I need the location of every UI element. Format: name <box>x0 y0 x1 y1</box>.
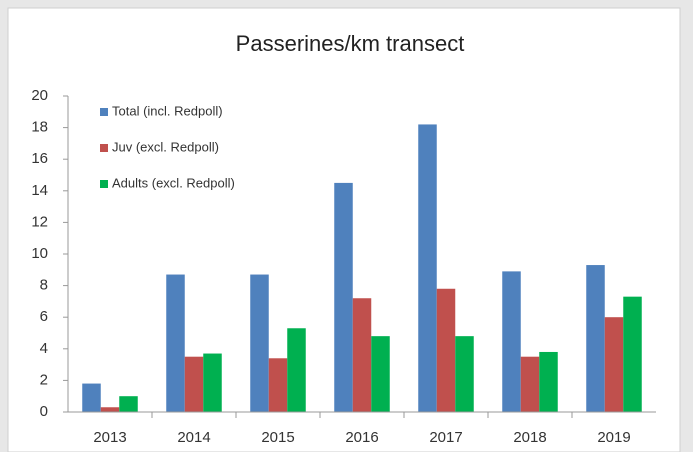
x-tick-label: 2018 <box>513 429 546 446</box>
x-tick-label: 2015 <box>261 429 294 446</box>
bar <box>82 383 101 412</box>
bar <box>184 356 204 412</box>
bar <box>502 271 521 412</box>
bar <box>203 353 222 412</box>
bar <box>352 298 372 412</box>
legend-text: Adults (excl. Redpoll) <box>112 175 235 190</box>
y-tick-label: 18 <box>31 119 48 136</box>
y-tick-label: 10 <box>31 245 48 262</box>
bar <box>268 358 288 412</box>
bar <box>418 124 437 412</box>
y-tick-label: 6 <box>40 308 48 325</box>
x-tick-label: 2017 <box>429 429 462 446</box>
x-tick-label: 2014 <box>177 429 210 446</box>
legend-text: Juv (excl. Redpoll) <box>112 139 219 154</box>
chart-title: Passerines/km transect <box>236 31 465 56</box>
bar <box>166 274 185 412</box>
bar <box>623 296 642 412</box>
x-tick-label: 2019 <box>597 429 630 446</box>
bar <box>334 182 353 412</box>
legend-swatch <box>100 144 108 152</box>
bar <box>119 396 138 412</box>
y-tick-label: 20 <box>31 87 48 104</box>
y-tick-label: 4 <box>40 340 48 357</box>
bar <box>436 288 456 412</box>
bar <box>371 336 390 412</box>
bar <box>586 265 605 412</box>
bar <box>539 351 558 412</box>
y-tick-label: 2 <box>40 371 48 388</box>
y-tick-label: 8 <box>40 277 48 294</box>
bar <box>520 356 540 412</box>
bar <box>455 336 474 412</box>
y-tick-label: 16 <box>31 150 48 167</box>
legend-swatch <box>100 108 108 116</box>
legend-swatch <box>100 180 108 188</box>
bar <box>100 407 120 412</box>
y-tick-label: 12 <box>31 213 48 230</box>
bar <box>250 274 269 412</box>
y-tick-label: 14 <box>31 182 48 199</box>
bar <box>604 317 624 412</box>
y-tick-label: 0 <box>40 403 48 420</box>
x-tick-label: 2016 <box>345 429 378 446</box>
bar <box>287 328 306 412</box>
legend-text: Total (incl. Redpoll) <box>112 103 223 118</box>
x-tick-label: 2013 <box>93 429 126 446</box>
